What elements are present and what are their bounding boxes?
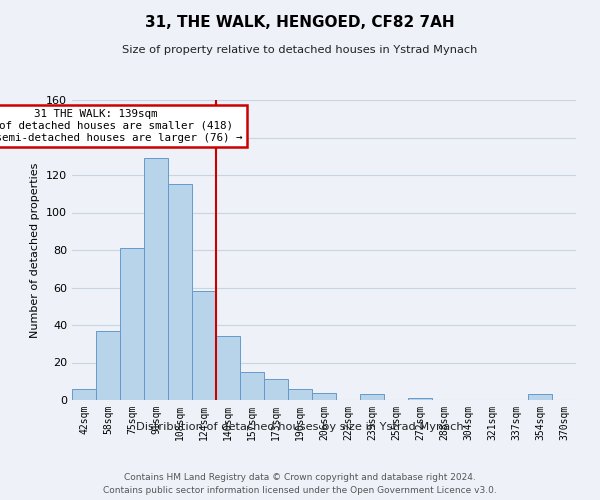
Y-axis label: Number of detached properties: Number of detached properties [31, 162, 40, 338]
Bar [96, 330, 120, 400]
Text: Contains HM Land Registry data © Crown copyright and database right 2024.: Contains HM Land Registry data © Crown c… [124, 472, 476, 482]
Bar [264, 380, 288, 400]
Bar [120, 248, 144, 400]
Text: Contains public sector information licensed under the Open Government Licence v3: Contains public sector information licen… [103, 486, 497, 495]
Text: 31, THE WALK, HENGOED, CF82 7AH: 31, THE WALK, HENGOED, CF82 7AH [145, 15, 455, 30]
Bar [72, 389, 96, 400]
Text: 31 THE WALK: 139sqm
← 84% of detached houses are smaller (418)
15% of semi-detac: 31 THE WALK: 139sqm ← 84% of detached ho… [0, 110, 242, 142]
Bar [288, 389, 312, 400]
Bar [408, 398, 432, 400]
Bar [240, 372, 264, 400]
Bar [312, 392, 336, 400]
Bar [528, 394, 552, 400]
Bar [168, 184, 192, 400]
Bar [144, 158, 168, 400]
Bar [192, 291, 216, 400]
Text: Distribution of detached houses by size in Ystrad Mynach: Distribution of detached houses by size … [136, 422, 464, 432]
Text: Size of property relative to detached houses in Ystrad Mynach: Size of property relative to detached ho… [122, 45, 478, 55]
Bar [216, 336, 240, 400]
Bar [360, 394, 384, 400]
